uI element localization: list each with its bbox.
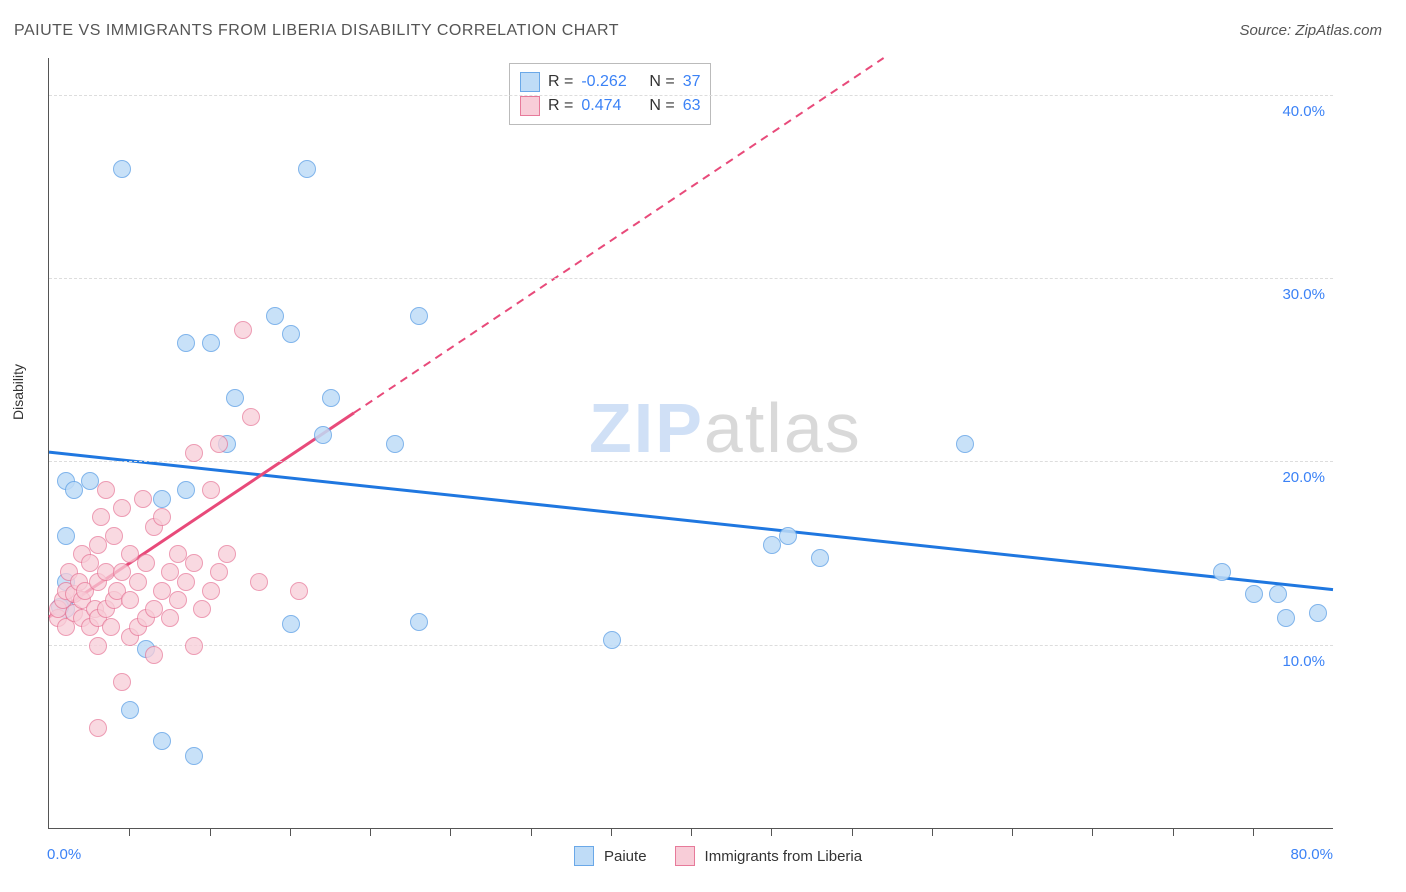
r-label: R =: [548, 97, 573, 115]
scatter-point: [250, 573, 268, 591]
x-tick: [1092, 828, 1093, 836]
scatter-point: [177, 573, 195, 591]
legend-swatch: [520, 96, 540, 116]
trend-lines-layer: [49, 58, 1333, 828]
legend-label: Immigrants from Liberia: [705, 848, 863, 865]
trend-line: [49, 452, 1333, 590]
scatter-point: [242, 408, 260, 426]
scatter-point: [266, 307, 284, 325]
scatter-point: [202, 582, 220, 600]
r-value: -0.262: [581, 73, 641, 91]
n-value: 37: [683, 73, 701, 91]
scatter-point: [290, 582, 308, 600]
gridline-horizontal: [49, 278, 1333, 279]
x-tick: [852, 828, 853, 836]
y-tick-label: 10.0%: [1282, 653, 1325, 670]
x-tick: [1173, 828, 1174, 836]
scatter-point: [282, 615, 300, 633]
x-tick: [531, 828, 532, 836]
x-tick: [691, 828, 692, 836]
scatter-point: [314, 426, 332, 444]
series-legend: Paiute Immigrants from Liberia: [574, 846, 880, 866]
scatter-point: [210, 563, 228, 581]
scatter-point: [1277, 609, 1295, 627]
scatter-point: [129, 573, 147, 591]
y-tick-label: 20.0%: [1282, 469, 1325, 486]
scatter-point: [134, 490, 152, 508]
n-value: 63: [683, 97, 701, 115]
scatter-point: [185, 637, 203, 655]
scatter-point: [185, 747, 203, 765]
x-tick: [450, 828, 451, 836]
n-label: N =: [649, 73, 674, 91]
source-attribution: Source: ZipAtlas.com: [1239, 22, 1382, 39]
scatter-point: [202, 334, 220, 352]
legend-label: Paiute: [604, 848, 647, 865]
scatter-point: [226, 389, 244, 407]
x-tick: [210, 828, 211, 836]
scatter-point: [57, 527, 75, 545]
chart-title: PAIUTE VS IMMIGRANTS FROM LIBERIA DISABI…: [14, 22, 619, 40]
legend-row: R = 0.474 N = 63: [520, 94, 700, 118]
x-tick-label: 0.0%: [47, 846, 81, 863]
scatter-point: [779, 527, 797, 545]
scatter-point: [811, 549, 829, 567]
scatter-point: [282, 325, 300, 343]
scatter-point: [1213, 563, 1231, 581]
y-tick-label: 30.0%: [1282, 286, 1325, 303]
r-label: R =: [548, 73, 573, 91]
scatter-point: [386, 435, 404, 453]
scatter-point: [603, 631, 621, 649]
scatter-point: [1309, 604, 1327, 622]
scatter-point: [234, 321, 252, 339]
legend-swatch: [520, 72, 540, 92]
x-tick: [370, 828, 371, 836]
scatter-point: [410, 307, 428, 325]
x-tick: [129, 828, 130, 836]
scatter-point: [121, 591, 139, 609]
legend-swatch: [574, 846, 594, 866]
scatter-point: [410, 613, 428, 631]
x-tick: [932, 828, 933, 836]
gridline-horizontal: [49, 95, 1333, 96]
y-axis-label: Disability: [10, 364, 26, 420]
scatter-point: [121, 701, 139, 719]
plot-area: ZIPatlas R =-0.262N =37R =0.474N =63 Pai…: [48, 58, 1333, 829]
scatter-point: [105, 527, 123, 545]
y-tick-label: 40.0%: [1282, 103, 1325, 120]
scatter-point: [298, 160, 316, 178]
scatter-point: [218, 545, 236, 563]
scatter-point: [89, 637, 107, 655]
x-tick: [1253, 828, 1254, 836]
n-label: N =: [649, 97, 674, 115]
x-tick: [611, 828, 612, 836]
r-value: 0.474: [581, 97, 641, 115]
scatter-point: [97, 481, 115, 499]
scatter-point: [322, 389, 340, 407]
gridline-horizontal: [49, 645, 1333, 646]
x-tick: [1012, 828, 1013, 836]
legend-swatch: [675, 846, 695, 866]
x-tick: [771, 828, 772, 836]
scatter-point: [956, 435, 974, 453]
scatter-point: [202, 481, 220, 499]
scatter-point: [210, 435, 228, 453]
scatter-point: [1245, 585, 1263, 603]
gridline-horizontal: [49, 461, 1333, 462]
x-tick-label: 80.0%: [1290, 846, 1333, 863]
legend-row: R = -0.262 N = 37: [520, 70, 700, 94]
x-tick: [290, 828, 291, 836]
